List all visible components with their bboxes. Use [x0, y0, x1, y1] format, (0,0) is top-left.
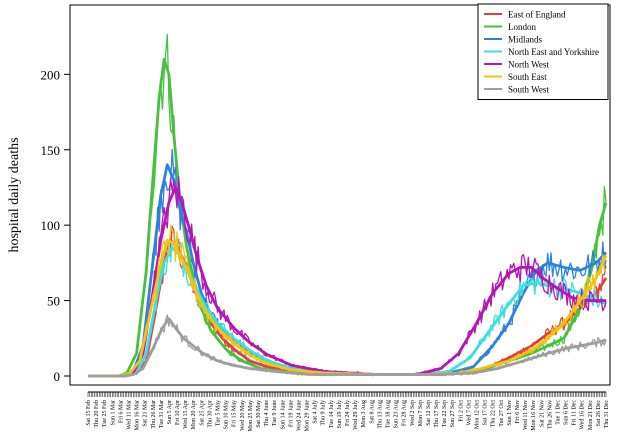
y-tick-label: 100 — [41, 218, 61, 233]
x-tick-label: Sun 1 Mar — [110, 400, 116, 425]
x-tick-label: Thu 30 Apr — [207, 400, 213, 428]
x-tick-label: Thu 13 Aug — [377, 400, 383, 429]
x-tick-label: Wed 2 Sep — [410, 400, 416, 426]
x-tick-label: Thu 9 July — [321, 400, 327, 426]
x-tick-label: Sat 21 Mar — [143, 400, 149, 427]
x-tick-label: Mon 16 Mar — [135, 400, 141, 430]
legend-label: South East — [508, 72, 547, 82]
x-tick-label: Sat 26 Dec — [596, 400, 602, 427]
legend: East of England London Midlands North East … — [477, 3, 609, 100]
legend-label: North East and Yorkshire — [508, 47, 599, 57]
x-tick-label: Wed 7 Oct — [466, 400, 472, 426]
x-tick-label: Wed 24 June — [296, 400, 302, 431]
x-tick-label: Wed 11 Mar — [126, 400, 132, 430]
x-tick-label: Fri 6 Nov — [515, 400, 521, 423]
x-tick-label: Fri 28 Aug — [402, 400, 408, 426]
legend-label: South West — [508, 85, 549, 95]
x-tick-label: Wed 16 Dec — [580, 400, 586, 430]
x-tick-label: Tue 5 May — [216, 400, 222, 426]
y-axis-label: hospital daily deaths — [7, 137, 22, 252]
legend-label: North West — [508, 60, 549, 70]
y-tick-label: 0 — [54, 369, 61, 384]
x-tick-label: Fri 2 Oct — [458, 400, 464, 422]
x-tick-label: Tue 1 Dec — [555, 400, 561, 425]
x-tick-label: Wed 11 Nov — [523, 400, 529, 430]
x-tick-label: Thu 4 June — [264, 400, 270, 427]
x-tick-label: Sat 12 Sep — [426, 400, 432, 426]
x-tick-label: Sun 14 June — [280, 400, 286, 430]
x-tick-label: Sun 10 May — [224, 400, 230, 429]
x-tick-label: Mon 3 Aug — [361, 400, 367, 427]
x-tick-label: Mon 16 Nov — [531, 400, 537, 431]
x-tick-label: Sat 4 July — [313, 400, 319, 424]
x-tick-label: Sat 30 May — [256, 400, 262, 428]
x-tick-label: Tue 31 Mar — [159, 400, 165, 428]
x-tick-label: Thu 20 Feb — [94, 400, 100, 428]
x-tick-label: Fri 6 Mar — [118, 400, 124, 423]
x-tick-label: Sat 25 Apr — [199, 400, 205, 426]
x-tick-label: Sat 8 Aug — [369, 400, 375, 424]
x-tick-label: Fri 10 Apr — [175, 400, 181, 425]
series-smoothed-south-west — [88, 317, 607, 378]
x-tick-label: Sun 5 Apr — [167, 400, 173, 424]
x-tick-label: Sun 19 July — [337, 400, 343, 428]
x-tick-label: Mon 21 Dec — [588, 400, 594, 430]
x-tick-label: Wed 15 Apr — [183, 400, 189, 429]
x-tick-label: Fri 11 Dec — [572, 400, 578, 426]
x-tick-label: Sun 27 Sep — [450, 400, 456, 427]
x-tick-label: Mon 20 Apr — [191, 400, 197, 429]
x-tick-label: Fri 24 July — [345, 400, 351, 426]
x-tick-label: Tue 9 June — [272, 400, 278, 426]
x-tick-label: Tue 18 Aug — [385, 400, 391, 428]
y-tick-label: 50 — [47, 294, 60, 309]
x-tick-label: Mon 25 May — [248, 400, 254, 431]
x-tick-label: Sun 6 Dec — [564, 400, 570, 425]
x-tick-label: Sun 23 Aug — [394, 400, 400, 428]
x-tick-label: Sat 17 Oct — [483, 400, 489, 426]
y-tick-label: 150 — [41, 143, 61, 158]
x-tick-label: Thu 26 Nov — [547, 400, 553, 429]
x-tick-label: Thu 22 Oct — [491, 400, 497, 428]
x-tick-label: Wed 20 May — [240, 400, 246, 431]
x-tick-label: Sun 1 Nov — [507, 400, 513, 426]
x-axis: Sat 15 Feb Thu 20 Feb Tue 25 Feb Sun 1 Mar F… — [86, 391, 610, 432]
x-tick-label: Fri 19 June — [288, 400, 294, 427]
x-tick-label: Mon 12 Oct — [475, 400, 481, 429]
x-tick-label: Mon 29 June — [305, 400, 311, 432]
x-tick-label: Fri 15 May — [232, 400, 238, 427]
x-tick-label: Thu 26 Mar — [151, 400, 157, 429]
x-tick-label: Tue 14 July — [329, 400, 335, 428]
y-axis: 0 50 100 150 200 — [41, 67, 71, 384]
x-tick-label: Wed 29 July — [353, 400, 359, 430]
legend-label: London — [508, 22, 536, 32]
x-tick-label: Thu 31 Dec — [604, 400, 610, 429]
y-tick-label: 200 — [41, 67, 61, 82]
x-tick-label: Tue 25 Feb — [102, 400, 108, 427]
x-tick-label: Tue 22 Sep — [442, 400, 448, 427]
x-tick-label: Thu 17 Sep — [434, 400, 440, 428]
legend-label: Midlands — [508, 35, 542, 45]
series-lines — [88, 33, 608, 378]
x-tick-label: Sat 15 Feb — [86, 400, 92, 426]
x-tick-label: Tue 27 Oct — [499, 400, 505, 427]
x-tick-label: Mon 7 Sep — [418, 400, 424, 426]
x-tick-label: Sat 21 Nov — [539, 400, 545, 427]
legend-label: East of England — [508, 10, 566, 20]
